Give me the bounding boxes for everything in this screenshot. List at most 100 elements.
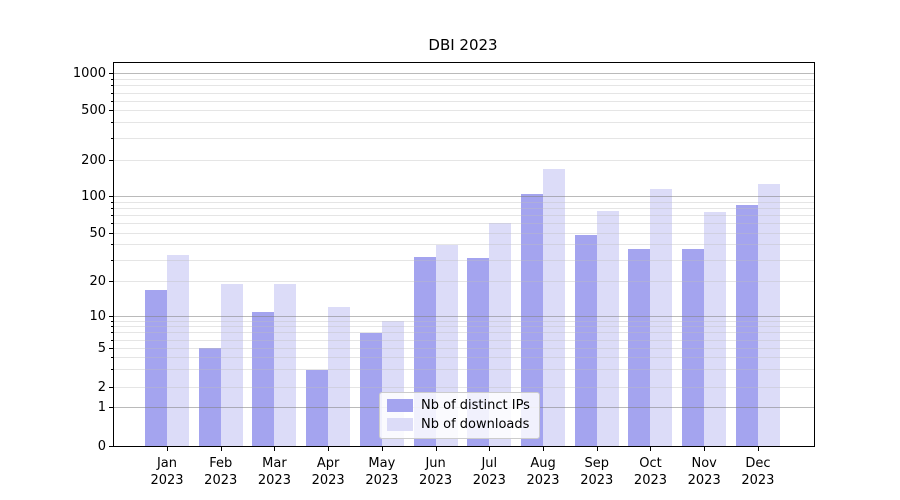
bar-distinct-ips-dec bbox=[735, 205, 758, 446]
bar-downloads-mar bbox=[274, 284, 297, 446]
y-minor-tick-40 bbox=[111, 244, 113, 246]
gridline-y-20 bbox=[114, 281, 814, 282]
y-tick-1 bbox=[109, 407, 113, 408]
x-tick-mar bbox=[274, 447, 276, 451]
x-tick-label-sep: Sep 2023 bbox=[580, 456, 614, 488]
y-tick-label-20: 20 bbox=[89, 274, 106, 289]
y-minor-tick-7 bbox=[111, 332, 113, 334]
x-tick-label-oct: Oct 2023 bbox=[633, 456, 668, 488]
gridline-y-100 bbox=[114, 196, 814, 197]
legend-swatch-distinct-ips bbox=[387, 399, 413, 412]
legend-item-distinct-ips: Nb of distinct IPs bbox=[387, 398, 530, 413]
y-tick-5 bbox=[109, 347, 113, 349]
legend: Nb of distinct IPs Nb of downloads bbox=[379, 392, 540, 439]
minor-gridline-y-6 bbox=[114, 339, 814, 341]
bar-downloads-nov bbox=[704, 212, 727, 446]
x-tick-label-jul: Jul 2023 bbox=[472, 456, 506, 488]
x-tick-sep bbox=[596, 447, 598, 451]
y-tick-label-5: 5 bbox=[97, 340, 106, 356]
x-tick-aug bbox=[543, 447, 545, 451]
x-tick-dec bbox=[757, 447, 759, 451]
x-tick-label-jan: Jan 2023 bbox=[150, 456, 184, 488]
chart-title: DBI 2023 bbox=[428, 36, 498, 54]
gridline-y-50 bbox=[114, 232, 814, 234]
legend-swatch-downloads bbox=[387, 418, 413, 431]
minor-gridline-y-800 bbox=[114, 85, 814, 87]
y-minor-tick-4 bbox=[111, 357, 113, 359]
minor-gridline-y-7 bbox=[114, 332, 814, 334]
minor-gridline-y-40 bbox=[114, 244, 814, 246]
y-tick-label-0: 0 bbox=[97, 438, 106, 454]
y-tick-label-100: 100 bbox=[81, 189, 106, 204]
bar-downloads-apr bbox=[328, 307, 351, 446]
y-tick-100 bbox=[109, 196, 113, 197]
y-minor-tick-70 bbox=[111, 214, 113, 216]
minor-gridline-y-80 bbox=[114, 207, 814, 209]
y-tick-2 bbox=[109, 386, 113, 388]
gridline-y-500 bbox=[114, 110, 814, 112]
legend-label-distinct-ips: Nb of distinct IPs bbox=[421, 398, 530, 413]
y-minor-tick-900 bbox=[111, 79, 113, 81]
x-tick-label-mar: Mar 2023 bbox=[257, 456, 291, 488]
y-tick-label-2: 2 bbox=[97, 379, 106, 395]
y-minor-tick-700 bbox=[111, 92, 113, 94]
x-tick-may bbox=[381, 447, 383, 451]
y-tick-label-1: 1 bbox=[97, 400, 106, 415]
bar-downloads-oct bbox=[650, 189, 673, 446]
y-tick-label-1000: 1000 bbox=[72, 66, 106, 82]
y-tick-label-10: 10 bbox=[89, 309, 106, 324]
x-tick-label-nov: Nov 2023 bbox=[687, 456, 721, 488]
y-minor-tick-3 bbox=[111, 369, 113, 371]
y-tick-10 bbox=[109, 316, 113, 317]
bar-downloads-aug bbox=[543, 168, 566, 446]
x-tick-oct bbox=[650, 447, 652, 451]
y-tick-label-500: 500 bbox=[81, 103, 106, 119]
bar-downloads-jan bbox=[167, 255, 189, 446]
x-tick-jun bbox=[435, 447, 437, 451]
y-minor-tick-400 bbox=[111, 122, 113, 124]
x-tick-nov bbox=[704, 447, 706, 451]
bar-downloads-sep bbox=[596, 210, 619, 446]
x-tick-label-feb: Feb 2023 bbox=[204, 456, 238, 488]
x-tick-label-jun: Jun 2023 bbox=[419, 456, 453, 488]
y-minor-tick-60 bbox=[111, 222, 113, 224]
x-tick-apr bbox=[328, 447, 330, 451]
legend-label-downloads: Nb of downloads bbox=[421, 417, 530, 432]
y-tick-label-200: 200 bbox=[81, 152, 106, 168]
x-tick-feb bbox=[220, 447, 222, 451]
minor-gridline-y-90 bbox=[114, 201, 814, 203]
bar-distinct-ips-jan bbox=[145, 289, 167, 446]
y-tick-500 bbox=[109, 110, 113, 112]
minor-gridline-y-8 bbox=[114, 326, 814, 328]
y-tick-label-50: 50 bbox=[89, 225, 106, 241]
y-minor-tick-80 bbox=[111, 207, 113, 209]
bar-downloads-jul bbox=[489, 223, 512, 446]
minor-gridline-y-9 bbox=[114, 320, 814, 322]
y-minor-tick-300 bbox=[111, 137, 113, 139]
gridline-y-200 bbox=[114, 159, 814, 161]
bar-downloads-feb bbox=[220, 284, 243, 446]
minor-gridline-y-4 bbox=[114, 357, 814, 359]
y-minor-tick-90 bbox=[111, 201, 113, 203]
y-minor-tick-6 bbox=[111, 339, 113, 341]
bar-distinct-ips-may bbox=[359, 332, 382, 446]
gridline-y-2 bbox=[114, 386, 814, 388]
gridline-y-10 bbox=[114, 316, 814, 317]
minor-gridline-y-30 bbox=[114, 259, 814, 261]
y-minor-tick-800 bbox=[111, 85, 113, 87]
bar-distinct-ips-sep bbox=[574, 235, 597, 446]
x-tick-label-may: May 2023 bbox=[365, 456, 399, 488]
minor-gridline-y-300 bbox=[114, 137, 814, 139]
plot-area: Nb of distinct IPs Nb of downloads 0 1 2 5 1… bbox=[73, 62, 815, 488]
y-tick-0 bbox=[109, 445, 113, 447]
y-minor-tick-600 bbox=[111, 100, 113, 102]
minor-gridline-y-400 bbox=[114, 122, 814, 124]
gridline-y-1000 bbox=[114, 73, 814, 75]
y-tick-20 bbox=[109, 281, 113, 282]
y-tick-200 bbox=[109, 159, 113, 161]
y-minor-tick-8 bbox=[111, 326, 113, 328]
y-minor-tick-9 bbox=[111, 320, 113, 322]
x-tick-label-aug: Aug 2023 bbox=[526, 456, 560, 488]
legend-item-downloads: Nb of downloads bbox=[387, 417, 530, 432]
